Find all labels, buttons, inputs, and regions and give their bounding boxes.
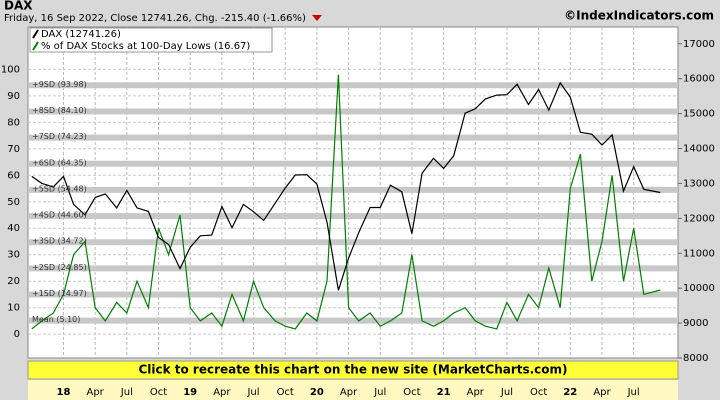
x-tick-label: Apr (467, 387, 485, 398)
legend-label: % of DAX Stocks at 100-Day Lows (16.67) (41, 41, 250, 52)
chart-subtitle: Friday, 16 Sep 2022, Close 12741.26, Chg… (4, 13, 306, 24)
source: ©IndexIndicators.com (564, 9, 714, 23)
x-tick-label: Jul (500, 387, 513, 398)
x-tick-label: Jul (373, 387, 386, 398)
legend-swatch (32, 41, 39, 51)
y-tick-label: 80 (7, 117, 20, 128)
y2-tick-label: 8000 (683, 353, 708, 364)
x-tick-label: Oct (530, 387, 547, 398)
sd-band-label: +9SD (93.98) (32, 80, 87, 89)
y-tick-label: 50 (7, 197, 20, 208)
sd-band-label: +2SD (24.85) (32, 263, 87, 272)
sd-band-label: +1SD (14.97) (32, 289, 87, 298)
y2-tick-label: 16000 (683, 74, 715, 85)
y2-tick-label: 15000 (683, 109, 715, 120)
sd-band-label: +7SD (74.23) (32, 132, 87, 141)
x-tick-label: Jul (627, 387, 640, 398)
y-tick-label: 70 (7, 144, 20, 155)
x-tick-label: 22 (563, 387, 577, 398)
x-tick-label: Oct (403, 387, 420, 398)
x-tick-label: 18 (57, 387, 71, 398)
y2-tick-label: 11000 (683, 248, 715, 259)
y-tick-label: 30 (7, 250, 20, 261)
legend-box (29, 27, 273, 53)
x-tick-label: Oct (150, 387, 167, 398)
down-arrow (312, 15, 322, 21)
x-tick-label: Apr (86, 387, 104, 398)
sd-band-label: +5SD (54.48) (32, 184, 87, 193)
banner-text[interactable]: Click to recreate this chart on the new … (138, 363, 567, 377)
sd-band-label: +3SD (34.72) (32, 237, 87, 246)
x-tick-label: 19 (183, 387, 197, 398)
y2-tick-label: 13000 (683, 178, 715, 189)
y-tick-label: 60 (7, 170, 20, 181)
y2-tick-label: 10000 (683, 283, 715, 294)
banner[interactable] (27, 360, 679, 380)
x-axis-strip (28, 380, 678, 400)
x-tick-label: 21 (437, 387, 451, 398)
labels: 18 Apr Jul Oct 19 Apr Jul Oct 20 Apr Jul Oct 21 Apr Ju… (1, 27, 715, 398)
lines (31, 74, 661, 330)
legend: DAX (12741.26)% of DAX Stocks at 100-Day… (29, 27, 273, 53)
x-tick-label: Apr (593, 387, 611, 398)
legend-label: DAX (12741.26) (41, 29, 121, 40)
y2-tick-label: 14000 (683, 144, 715, 155)
y-tick-label: 90 (7, 91, 20, 102)
y-tick-label: 40 (7, 223, 20, 234)
x-tick-label: Jul (120, 387, 133, 398)
chart-title: DAX (4, 0, 33, 13)
sd-band-label: Mean (5.10) (32, 315, 80, 324)
x-tick-label: 20 (310, 387, 324, 398)
y-tick-label: 20 (7, 276, 20, 287)
legend-swatch (32, 29, 39, 39)
sd-band-label: +8SD (84.10) (32, 106, 87, 115)
y-tick-label: 0 (14, 329, 20, 340)
x-tick-label: Apr (340, 387, 358, 398)
y-tick-label: 10 (7, 303, 20, 314)
y2-tick-label: 12000 (683, 213, 715, 224)
y2-tick-label: 17000 (683, 39, 715, 50)
sd-band-label: +4SD (44.60) (32, 211, 87, 220)
x-tick-label: Jul (246, 387, 259, 398)
sd-band-label: +6SD (64.35) (32, 158, 87, 167)
bands (28, 82, 678, 324)
x-tick-label: Apr (213, 387, 231, 398)
series-line (31, 81, 661, 291)
y2-tick-label: 9000 (683, 318, 708, 329)
y-tick-label: 100 (1, 64, 20, 75)
x-tick-label: Oct (277, 387, 294, 398)
series-line (31, 74, 661, 330)
